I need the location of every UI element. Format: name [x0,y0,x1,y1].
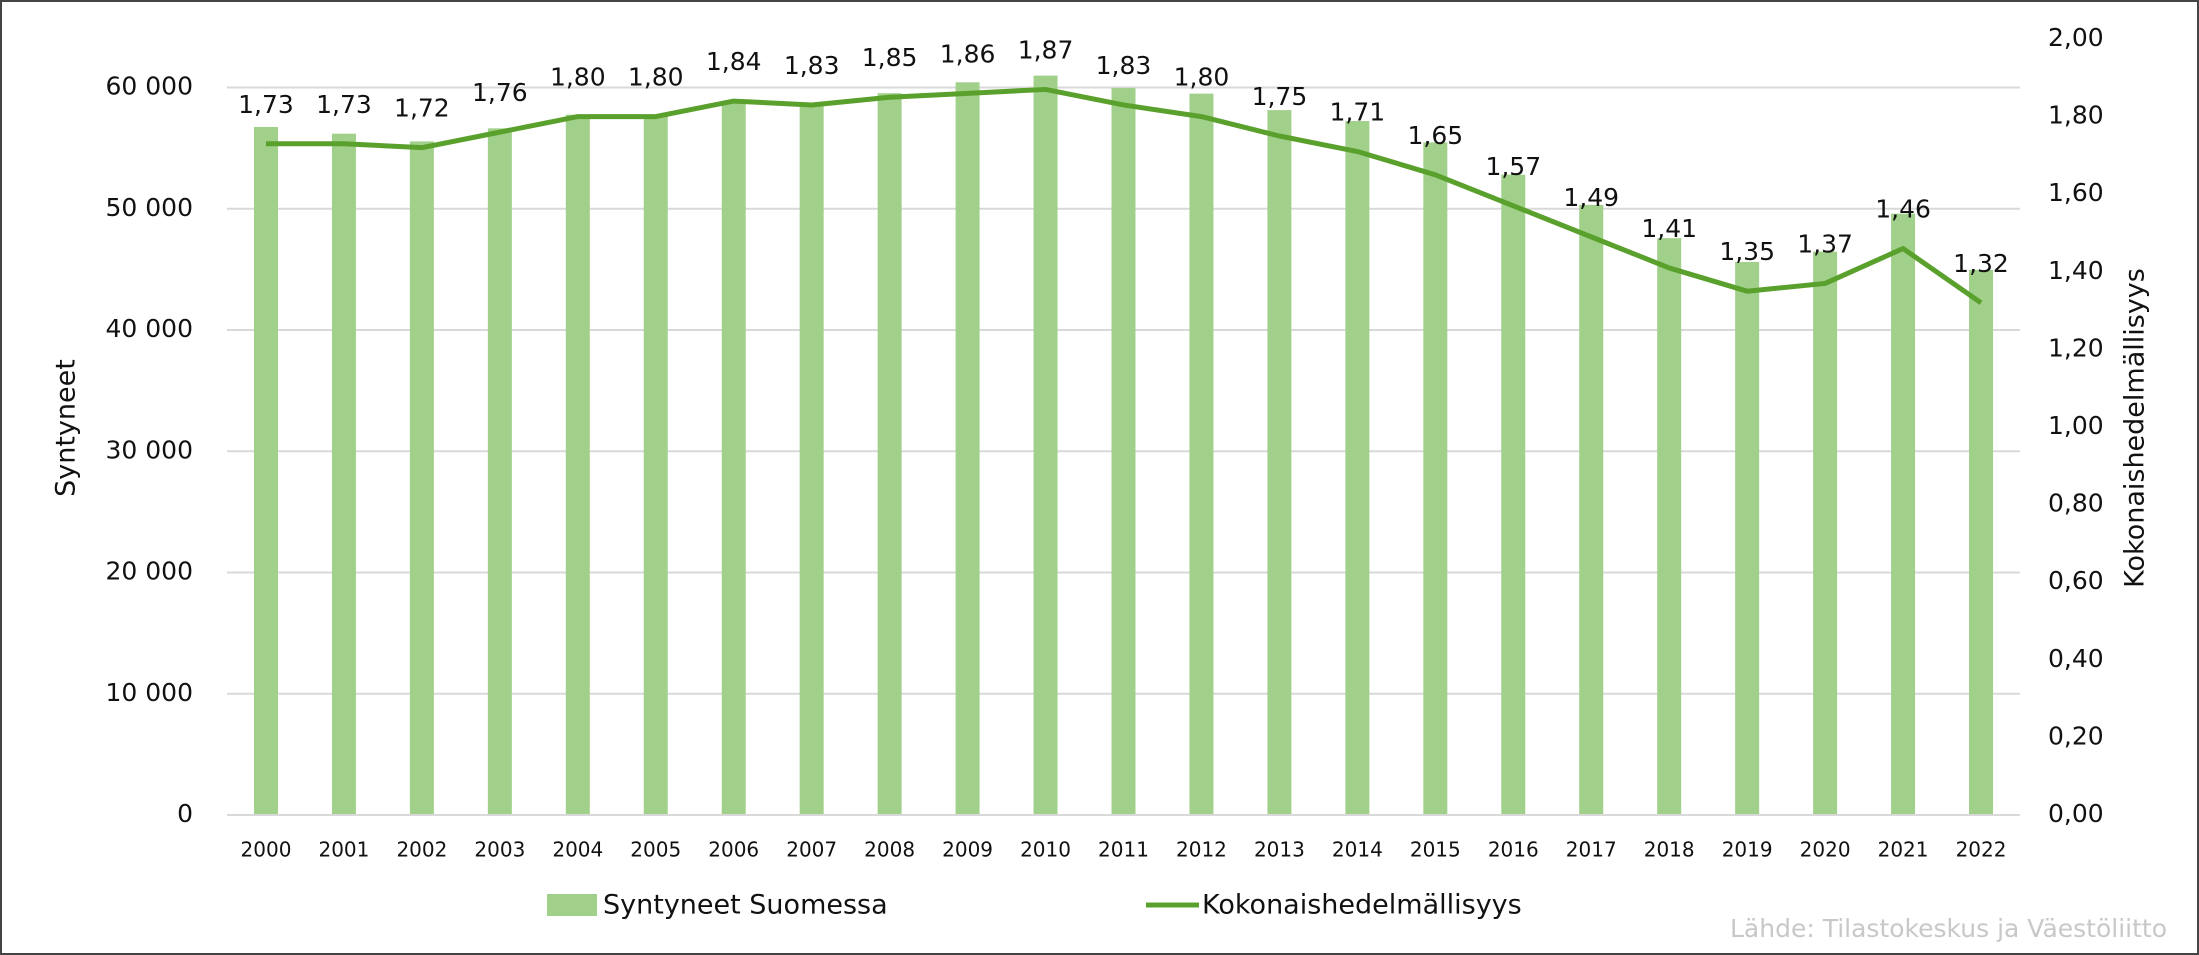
x-tick-label: 2008 [864,838,915,862]
y-tick-label: 40 000 [106,314,193,343]
data-label: 1,73 [316,90,372,119]
bar [955,82,980,815]
data-label: 1,41 [1641,214,1697,243]
y2-tick-label: 1,60 [2048,178,2104,207]
data-label: 1,80 [550,63,606,92]
data-label: 1,71 [1330,98,1386,127]
y2-tick-label: 1,20 [2048,333,2104,362]
data-label: 1,80 [628,63,684,92]
data-label: 1,84 [706,47,762,76]
data-label: 1,85 [862,43,918,72]
x-tick-label: 2005 [630,838,681,862]
source: Lähde: Tilastokeskus ja Väestöliitto [1730,914,2167,943]
bar [721,101,746,815]
bar [1579,204,1604,815]
y-axis-title: Syntyneet [51,359,82,497]
data-label: 1,86 [940,39,996,68]
legend-swatch [547,894,597,916]
x-tick-label: 2006 [708,838,759,862]
y-tick-label: 60 000 [106,72,193,101]
x-tick-label: 2022 [1956,838,2007,862]
bar [643,114,668,816]
data-label: 1,83 [784,51,840,80]
bar [1111,87,1136,815]
y2-tick-label: 0,80 [2048,489,2104,518]
data-label: 1,72 [394,94,450,123]
y2-axis-title: Kokonaishedelmällisyys [2120,268,2151,588]
data-label: 1,32 [1953,249,2009,278]
x-tick-label: 2012 [1176,838,1227,862]
x-tick-label: 2015 [1410,838,1461,862]
x-tick-label: 2011 [1098,838,1149,862]
bar [1345,121,1370,815]
x-tick-label: 2013 [1254,838,1305,862]
x-tick-label: 2014 [1332,838,1383,862]
y-tick-label: 30 000 [106,435,193,464]
data-label: 1,35 [1719,237,1775,266]
y2-tick-label: 1,40 [2048,256,2104,285]
x-tick-label: 2002 [396,838,447,862]
y2-tick-label: 0,60 [2048,566,2104,595]
bar [1033,75,1058,816]
x-tick-label: 2004 [552,838,603,862]
data-label: 1,46 [1875,195,1931,224]
y-tick-label: 20 000 [106,557,193,586]
bar [1267,110,1292,816]
y2-tick-label: 2,00 [2048,23,2104,52]
y-tick-label: 0 [177,799,193,828]
y2-tick-label: 0,00 [2048,799,2104,828]
bar [1501,174,1526,815]
bar [331,133,356,815]
x-tick-label: 2019 [1722,838,1773,862]
x-tick-label: 2017 [1566,838,1617,862]
y-tick-label: 10 000 [106,678,193,707]
y2-tick-label: 1,80 [2048,101,2104,130]
y2-tick-label: 1,00 [2048,411,2104,440]
bar [253,127,278,816]
x-tick-label: 2021 [1878,838,1929,862]
bar [1813,251,1838,816]
x-tick-label: 2001 [318,838,369,862]
legend-label: Syntyneet Suomessa [603,890,888,921]
data-label: 1,57 [1485,152,1541,181]
bar [1189,93,1214,815]
bar [877,93,902,816]
x-tick-label: 2009 [942,838,993,862]
x-tick-label: 2000 [241,838,292,862]
data-label: 1,83 [1096,51,1152,80]
bar [409,141,434,815]
bar [1657,238,1682,815]
legend-label: Kokonaishedelmällisyys [1202,890,1522,921]
data-label: 1,37 [1797,229,1853,258]
line [265,86,1983,305]
x-tick-label: 2007 [786,838,837,862]
y2-tick-label: 0,40 [2048,644,2104,673]
bar [1891,213,1916,816]
data-label: 1,65 [1407,121,1463,150]
data-label: 1,87 [1018,35,1074,64]
x-tick-label: 2010 [1020,838,1071,862]
data-label: 1,80 [1174,63,1230,92]
x-tick-label: 2016 [1488,838,1539,862]
bar [1735,261,1760,815]
bar [1969,269,1994,815]
bar [487,128,512,815]
bar [799,102,824,815]
data-label: 1,76 [472,78,528,107]
y-tick-label: 50 000 [106,193,193,222]
bar [1423,142,1448,816]
data-label: 1,49 [1563,183,1619,212]
x-tick-label: 2020 [1800,838,1851,862]
data-label: 1,75 [1252,82,1308,111]
data-label: 1,73 [238,90,294,119]
bar [565,114,590,815]
y2-tick-label: 0,20 [2048,721,2104,750]
x-tick-label: 2003 [474,838,525,862]
x-tick-label: 2018 [1644,838,1695,862]
